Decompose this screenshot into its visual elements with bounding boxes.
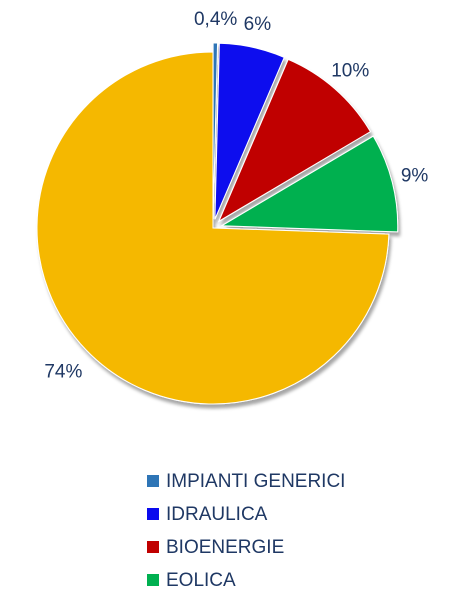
legend-label: EOLICA	[166, 570, 236, 589]
pie	[36, 42, 399, 405]
data-label: 74%	[44, 362, 82, 383]
data-label: 9%	[401, 166, 429, 187]
pie-slice	[214, 42, 285, 220]
pie-slice	[219, 135, 399, 233]
pie-slice	[212, 42, 219, 220]
pie-slice	[217, 58, 372, 223]
legend-label: BIOENERGIE	[166, 537, 284, 558]
legend-label: IMPIANTI GENERICI	[166, 471, 345, 492]
pie-slice	[36, 51, 390, 405]
data-label: 0,4%	[194, 9, 237, 30]
legend-swatch	[147, 475, 159, 487]
legend-swatch	[147, 508, 159, 520]
data-label: 10%	[331, 61, 369, 82]
data-label: 6%	[244, 14, 272, 35]
legend-swatch	[147, 574, 159, 586]
legend-label: IDRAULICA	[166, 504, 268, 525]
legend-swatch	[147, 541, 159, 553]
